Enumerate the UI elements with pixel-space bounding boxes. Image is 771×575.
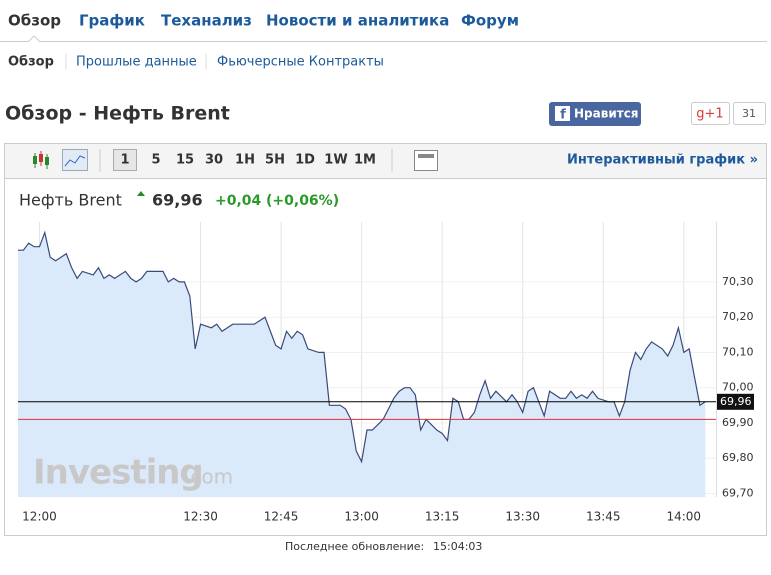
y-tick-label: 70,30 [722,275,754,288]
gplus-count-box [733,102,766,125]
nav-caret [27,35,41,43]
watermark-suffix: .com [184,465,233,489]
page-title: Обзор - Нефть Brent [5,103,230,125]
y-tick-label: 70,00 [722,381,754,394]
x-tick-label: 13:45 [586,510,621,524]
tab[interactable]: Новости и аналитика [266,12,449,30]
period-button[interactable]: 1W [324,153,347,168]
y-tick-label: 69,90 [722,416,754,429]
line-icon-glyph [64,155,86,167]
watermark: Investing [33,453,203,493]
subtab[interactable]: Прошлые данные [76,55,197,70]
tab[interactable]: Обзор [8,12,61,30]
fb-icon [555,106,570,121]
price-line [18,230,706,464]
period-button[interactable]: 1 [120,153,129,168]
x-tick-label: 13:00 [344,510,379,524]
table-icon[interactable] [414,150,438,171]
y-tick-label: 69,70 [722,486,754,499]
candle-icon[interactable] [33,151,49,169]
period-button[interactable]: 1D [295,153,315,168]
tab[interactable]: График [79,12,145,30]
last-price-label: 69,96 [720,395,752,408]
like-label: Нравится [574,107,639,121]
x-tick-label: 12:00 [22,510,57,524]
x-tick-label: 14:00 [666,510,701,524]
period-button[interactable]: 5H [265,153,285,168]
period-button[interactable]: 5 [151,153,160,168]
gplus-label: g+1 [696,107,723,122]
update-time: 15:04:03 [433,540,482,553]
like-button[interactable] [549,102,641,126]
up-arrow [137,191,145,196]
y-tick-label: 70,10 [722,345,754,358]
x-tick-label: 12:30 [183,510,218,524]
period-button[interactable]: 15 [176,153,194,168]
tab[interactable]: Теханализ [161,12,252,30]
period-selected [113,149,137,171]
quote-change-pct: (+0,06%) [266,193,339,209]
fb-letter: f [560,108,566,123]
x-tick-label: 12:45 [264,510,299,524]
y-tick-label: 69,80 [722,451,754,464]
gplus-button[interactable] [691,102,730,125]
last-price-box [717,393,754,410]
subtab[interactable]: Обзор [8,55,54,70]
update-label: Последнее обновление: [285,540,424,553]
subtab[interactable]: Фьючерсные Контракты [217,55,384,70]
gplus-count: 31 [742,107,756,120]
x-tick-label: 13:30 [505,510,540,524]
interactive-link[interactable]: Интерактивный график » [567,153,758,168]
line-icon[interactable] [62,149,88,171]
period-button[interactable]: 30 [205,153,223,168]
period-button[interactable]: 1M [354,153,376,168]
tab[interactable]: Форум [461,12,519,30]
period-button[interactable]: 1H [235,153,255,168]
table-icon-bar [418,154,434,158]
quote-price: 69,96 [152,191,203,210]
quote-change: +0,04 [215,193,262,209]
quote-name: Нефть Brent [19,191,122,210]
y-tick-label: 70,20 [722,310,754,323]
x-tick-label: 13:15 [425,510,460,524]
